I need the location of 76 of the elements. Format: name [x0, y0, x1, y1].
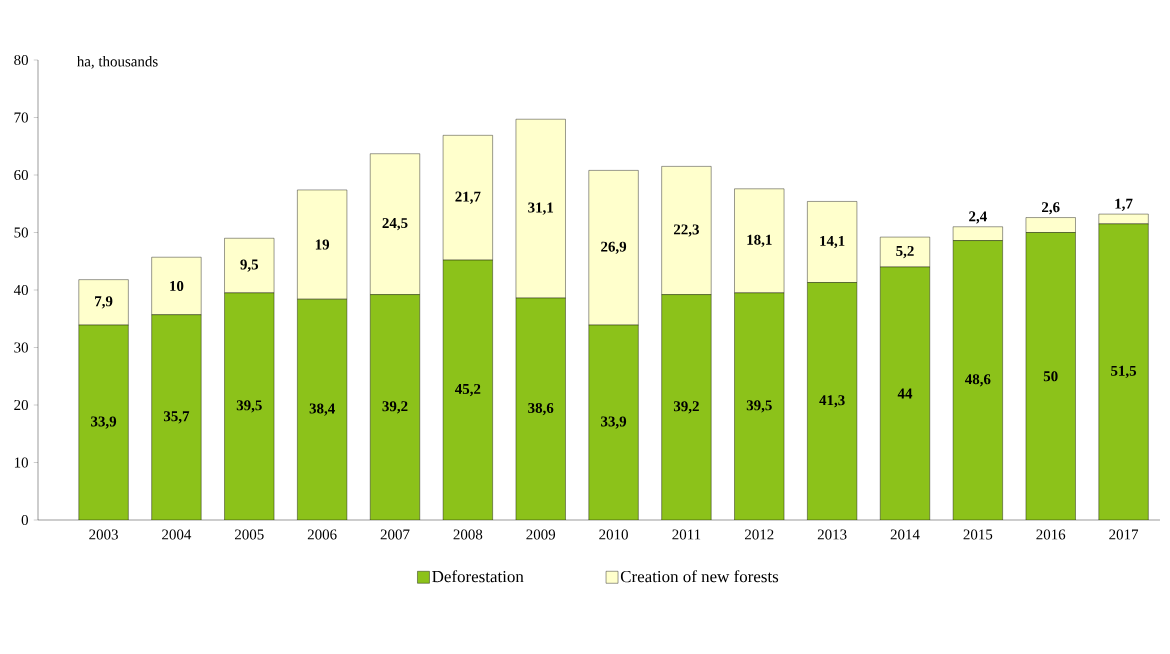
data-label: 39,5: [746, 400, 772, 413]
data-label: 26,9: [601, 241, 627, 254]
data-label: 21,7: [455, 191, 481, 204]
x-tick-label: 2011: [672, 529, 701, 540]
bar: [807, 282, 857, 520]
bar: [151, 257, 202, 315]
data-label: 44: [897, 388, 913, 399]
data-label: 2,4: [969, 211, 987, 224]
data-label: 7,9: [95, 296, 113, 309]
bar: [297, 299, 347, 520]
legend-label: Deforestation: [432, 570, 524, 583]
x-tick-label: 2013: [817, 529, 847, 540]
x-tick-label: 2015: [963, 529, 993, 540]
data-label: 45,2: [454, 383, 481, 397]
x-tick-label: 2007: [380, 529, 410, 540]
y-tick-label: 30: [14, 342, 28, 353]
bar: [588, 325, 639, 520]
bar: [443, 260, 493, 520]
bar: [370, 294, 420, 520]
y-tick-label: 0: [21, 514, 28, 526]
y-tick-label: 80: [14, 54, 28, 66]
x-tick-label: 2008: [453, 529, 483, 540]
data-label: 2,6: [1042, 202, 1060, 215]
bar: [880, 267, 930, 520]
x-tick-label: 2009: [526, 529, 556, 540]
data-label: 33,9: [91, 416, 117, 429]
bar: [953, 240, 1003, 520]
data-label: 14,1: [820, 235, 845, 249]
data-label: 5,2: [896, 245, 914, 259]
data-label: 31,1: [528, 202, 554, 215]
x-tick-label: 2005: [235, 529, 264, 540]
x-tick-label: 2003: [89, 529, 118, 540]
x-tick-label: 2016: [1036, 529, 1066, 540]
data-label: 50: [1043, 371, 1058, 382]
data-label: 51,5: [1111, 365, 1137, 379]
data-label: 10: [170, 280, 184, 292]
data-label: 24,5: [382, 218, 408, 231]
data-label: 1,7: [1115, 198, 1133, 211]
y-tick-label: 60: [14, 169, 28, 181]
bar: [515, 298, 566, 520]
data-label: 38,4: [309, 403, 335, 416]
bar: [151, 314, 202, 520]
y-tick-label: 20: [14, 399, 28, 411]
bar: [78, 325, 129, 520]
data-label: 38,6: [528, 402, 554, 416]
y-tick-label: 70: [14, 112, 28, 123]
y-axis-title: ha, thousands: [76, 55, 158, 69]
data-label: 39,2: [382, 401, 408, 414]
data-label: 22,3: [673, 224, 699, 237]
bar: [1025, 232, 1076, 520]
data-label: 18,1: [747, 234, 772, 247]
x-tick-label: 2004: [162, 529, 192, 540]
data-label: 35,7: [163, 411, 190, 424]
bar: [734, 292, 785, 520]
x-tick-label: 2012: [745, 529, 774, 540]
bar: [880, 236, 930, 268]
bar: [1098, 223, 1149, 520]
bar: [952, 226, 1003, 241]
bar: [224, 238, 275, 294]
data-label: 39,2: [673, 401, 699, 414]
x-tick-label: 2010: [599, 529, 628, 540]
data-label: 19: [315, 239, 330, 250]
data-label: 48,6: [964, 374, 991, 387]
y-tick-label: 40: [13, 284, 28, 296]
x-tick-label: 2014: [890, 529, 920, 540]
data-label: 9,5: [240, 259, 259, 272]
bar: [661, 294, 712, 520]
legend-label: Creation of new forests: [620, 570, 779, 583]
data-label: 41,3: [819, 395, 845, 408]
data-label: 33,9: [601, 416, 627, 429]
x-tick-label: 2006: [307, 529, 337, 540]
y-tick-label: 50: [14, 227, 28, 238]
y-tick-label: 10: [14, 457, 28, 468]
bar: [224, 292, 275, 520]
data-label: 39,5: [236, 400, 262, 413]
x-tick-label: 2017: [1109, 529, 1139, 540]
